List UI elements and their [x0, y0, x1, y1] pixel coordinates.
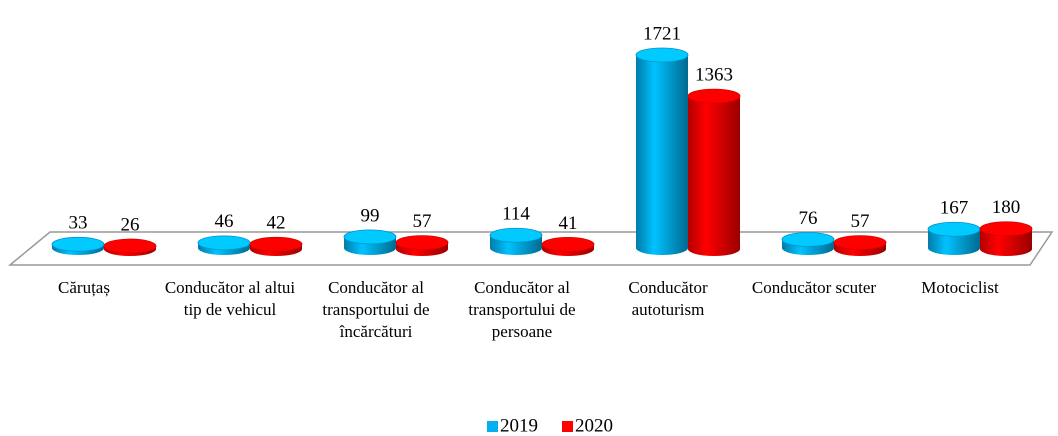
bar [833, 235, 887, 256]
value-label: 76 [799, 208, 818, 229]
bar [249, 236, 303, 256]
value-label: 57 [851, 211, 870, 232]
bar [395, 235, 449, 256]
x-tick-label: Căruțaș [58, 278, 110, 297]
value-label: 42 [267, 213, 286, 234]
bar-top [781, 232, 835, 247]
value-label: 33 [69, 213, 88, 234]
value-label: 57 [413, 211, 432, 232]
bar-top [103, 238, 157, 254]
bar-top [343, 229, 397, 245]
bar-top [687, 88, 741, 104]
bar-top [927, 221, 981, 237]
value-label: 99 [361, 205, 380, 226]
bar [687, 88, 741, 256]
x-tick-label: Conducător autoturism [628, 278, 708, 319]
bar-body [636, 55, 688, 248]
bar [635, 47, 689, 255]
value-label: 26 [121, 214, 140, 235]
x-tick-label: Conducător al transportului de încărcătu… [322, 278, 430, 341]
bar-top [979, 221, 1033, 237]
legend-swatch [487, 421, 498, 432]
value-label: 167 [940, 198, 969, 219]
bar-top [541, 237, 595, 252]
bar-top [249, 236, 303, 252]
bar [51, 236, 105, 255]
bar-body [688, 96, 740, 250]
bar [197, 235, 251, 255]
bar-top [197, 235, 251, 251]
legend-label: 2019 [500, 415, 538, 436]
bar [489, 227, 543, 255]
bar-top [395, 235, 449, 251]
bar-top [635, 47, 689, 63]
value-label: 41 [559, 213, 578, 234]
x-tick-label: Conducător scuter [751, 278, 877, 297]
value-label: 46 [215, 211, 234, 232]
bar [103, 238, 157, 256]
bar-top [833, 235, 887, 251]
value-label: 180 [992, 197, 1021, 218]
x-tick-label: Conducător al altui tip de vehicul [164, 278, 296, 319]
value-label: 1721 [643, 23, 681, 44]
legend-label: 2020 [575, 415, 613, 436]
legend-swatch [562, 421, 573, 432]
bar [781, 232, 835, 255]
bar [927, 221, 981, 255]
x-tick-label: Conducător al transportului de persoane [468, 278, 576, 341]
value-label: 114 [502, 204, 530, 225]
bar [343, 229, 397, 255]
bar-top [489, 227, 543, 243]
bar-top [51, 236, 105, 252]
x-tick-label: Motociclist [921, 278, 999, 297]
bar [979, 221, 1033, 256]
value-label: 1363 [695, 65, 733, 86]
bar [541, 237, 595, 256]
